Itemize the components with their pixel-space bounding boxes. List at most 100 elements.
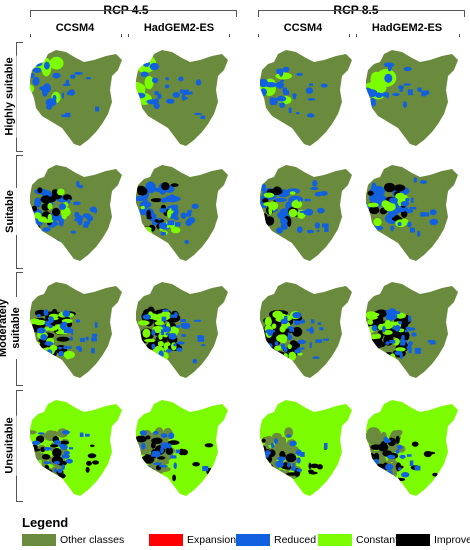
map-patch <box>389 321 401 326</box>
map-patch <box>291 466 296 471</box>
legend-label: Improved <box>434 534 470 546</box>
map-patch <box>394 215 400 219</box>
map-patch <box>146 215 152 220</box>
map-patch <box>398 208 406 212</box>
map-patch <box>395 429 403 436</box>
map-patch <box>161 329 165 335</box>
map-patch <box>44 320 51 326</box>
legend-swatch <box>236 534 270 546</box>
map-patch <box>389 197 398 204</box>
map-panel <box>128 274 236 384</box>
map-patch <box>49 56 64 70</box>
map-patch <box>154 90 160 96</box>
row-label-wrap: Unsuitable <box>2 390 18 500</box>
kenya-map <box>30 400 122 496</box>
map-patch <box>162 309 170 312</box>
model-label-ccsm4: CCSM4 <box>248 22 358 34</box>
map-patch <box>65 458 73 464</box>
map-patch <box>264 82 277 88</box>
map-patch <box>33 212 42 219</box>
map-patch <box>385 309 390 314</box>
map-patch <box>399 352 403 360</box>
legend-swatch <box>22 534 56 546</box>
map-patch <box>141 442 146 450</box>
map-patch <box>420 212 425 217</box>
map-patch <box>79 432 84 437</box>
map-patch <box>91 348 95 354</box>
map-patch <box>65 112 71 118</box>
map-patch <box>399 454 406 459</box>
map-patch <box>153 462 162 466</box>
map-patch <box>161 324 165 328</box>
map-panel <box>128 157 236 267</box>
map-patch <box>288 208 298 218</box>
map-patch <box>312 180 318 187</box>
map-patch <box>37 187 43 194</box>
model-label-hadgem2: HadGEM2-ES <box>124 22 234 34</box>
map-patch <box>294 349 302 354</box>
map-patch <box>370 444 382 450</box>
map-patch <box>137 349 147 357</box>
map-panel <box>252 392 360 502</box>
map-patch <box>30 460 40 465</box>
map-patch <box>409 206 417 210</box>
map-patch <box>286 434 292 438</box>
map-patch <box>274 345 283 351</box>
map-patch <box>393 477 406 482</box>
kenya-map <box>260 400 352 496</box>
legend-item-constant: Constant <box>318 534 398 546</box>
row-label-unsuitable: Unsuitable <box>3 414 17 476</box>
map-patch <box>403 83 411 86</box>
map-patch <box>280 217 288 225</box>
row-bracket <box>16 42 23 152</box>
map-patch <box>32 440 41 446</box>
map-patch <box>171 314 177 318</box>
map-patch <box>37 471 45 478</box>
map-patch <box>143 454 155 464</box>
map-patch <box>192 358 197 364</box>
map-patch <box>287 344 292 350</box>
map-patch <box>74 71 83 75</box>
map-patch <box>30 61 43 67</box>
map-patch <box>287 332 290 337</box>
map-patch <box>181 322 191 330</box>
map-patch <box>137 353 146 358</box>
map-patch <box>280 79 285 83</box>
map-patch <box>30 346 39 354</box>
map-patch <box>276 187 282 192</box>
map-patch <box>423 212 430 217</box>
kenya-map <box>366 165 458 261</box>
map-patch <box>158 350 164 358</box>
map-patch <box>391 212 398 216</box>
map-patch <box>393 476 398 483</box>
legend-label: Expansion <box>187 534 237 546</box>
map-patch <box>295 111 300 115</box>
map-patch <box>30 451 34 456</box>
map-patch <box>43 472 53 481</box>
map-landmass <box>30 50 122 146</box>
map-patch <box>139 462 144 469</box>
map-patch <box>52 94 57 102</box>
map-patch <box>319 327 324 331</box>
map-patch <box>367 458 375 463</box>
map-panel <box>252 274 360 384</box>
map-patch <box>306 328 310 332</box>
map-panel <box>358 392 466 502</box>
map-patch <box>151 329 156 336</box>
map-patch <box>269 97 275 106</box>
map-patch <box>392 338 400 346</box>
map-patch <box>377 443 389 452</box>
map-patch <box>408 315 412 322</box>
map-patch <box>405 327 411 330</box>
map-patch <box>71 329 74 335</box>
map-patch <box>182 89 189 95</box>
map-patch <box>195 79 202 86</box>
map-patch <box>289 440 297 447</box>
map-patch <box>261 463 269 471</box>
map-patch <box>180 212 187 219</box>
map-patch <box>401 472 410 478</box>
map-patch <box>300 319 306 324</box>
map-patch <box>84 221 90 225</box>
map-patch <box>172 92 180 98</box>
map-patch <box>170 455 177 459</box>
